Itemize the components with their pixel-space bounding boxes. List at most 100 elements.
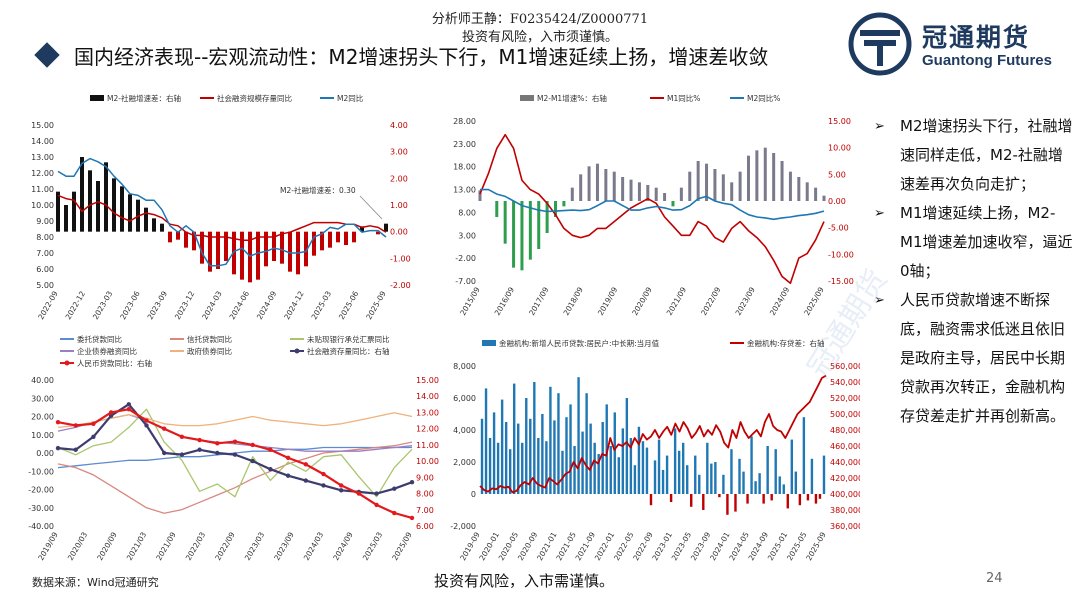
legend-household-loan-swatch [482, 340, 496, 346]
x-tick-label: 2025-06 [337, 289, 361, 321]
component-line [57, 441, 413, 514]
loan-bar [750, 436, 753, 494]
annotation-leader [359, 195, 383, 220]
chart-deposit-loan: -2,000 0 2,000 4,000 6,000 8,000 360,000 380,00… [450, 338, 860, 562]
loan-bar [545, 441, 548, 494]
gap-bar [208, 231, 212, 272]
loan-bar [484, 388, 488, 494]
loan-bar [661, 470, 665, 494]
spread-bar [554, 201, 558, 217]
arrow-bullet-icon: ➢ [874, 119, 885, 134]
loan-bar [694, 455, 697, 494]
loan-bar [673, 428, 677, 494]
bullet-item: ➢ M2增速拐头下行，社融增速同样走低，M2-社融增速差再次负向走扩； [874, 112, 1074, 199]
logo-text-en: Guantong Futures [922, 52, 1052, 69]
line-marker [232, 452, 238, 457]
x-tick-label: 2022-12 [64, 289, 88, 321]
y-right-tick-label: -2.00 [390, 281, 411, 290]
y-left-tick-label: 6,000 [453, 394, 476, 403]
y-left-tick-label: 3.00 [458, 231, 476, 240]
loan-bar [625, 398, 629, 494]
bullet-text: M1增速延续上扬，M2-M1增速差加速收窄，逼近0轴； [900, 204, 1073, 280]
y-left-tick-label: 7.00 [36, 249, 54, 258]
x-tick-label: 2024-03 [200, 289, 224, 321]
loan-bar [629, 438, 633, 494]
y-left-tick-label: -20.00 [28, 486, 54, 495]
y-left-tick-label: 40.00 [31, 376, 54, 385]
y-right-tick-label: 520,000 [830, 394, 860, 403]
y-right-tick-label: 480,000 [830, 426, 860, 435]
line-marker [268, 447, 273, 452]
spread-bar [788, 171, 792, 201]
title-row: 国内经济表现--宏观流动性：M2增速拐头下行，M1增速延续上扬，增速差收敛 [30, 40, 768, 70]
loan-bar [722, 474, 725, 494]
y-left-tick-label: 30.00 [31, 394, 54, 403]
x-tick-label: 2022/09 [699, 285, 722, 317]
x-tick-label: 2025/03 [361, 530, 384, 562]
y-right-tick-label: -15.00 [828, 277, 854, 286]
loan-bar [653, 460, 657, 494]
legend-gap: M2-社融增速差：右轴 [107, 93, 181, 103]
spread-bar [629, 179, 633, 201]
x-tick-label: 2023-03 [91, 289, 115, 321]
y-left-tick-label: 0.00 [36, 449, 54, 458]
header-risk-note: 投资有风险，入市须谨慎。 [461, 30, 618, 45]
gap-bar [152, 218, 156, 232]
gap-bar [72, 191, 76, 232]
line-marker [409, 515, 415, 521]
loan-bar [718, 494, 721, 498]
y-left-tick-label: 11.00 [31, 185, 54, 194]
loan-bar [794, 471, 798, 494]
y-right-tick-label: 0.00 [828, 197, 846, 206]
loan-bar [601, 422, 604, 494]
legend-m2-m1-swatch [520, 95, 534, 101]
line-marker [179, 452, 185, 457]
data-source: 数据来源：Wind冠通研究 [32, 576, 159, 589]
x-tick-label: 2024-12 [282, 289, 306, 321]
loan-bar [557, 393, 560, 494]
gap-bar [376, 231, 380, 235]
x-tick-label: 2021/03 [125, 530, 148, 562]
line-marker [144, 418, 149, 423]
line-marker [126, 407, 131, 412]
loan-bar [500, 399, 504, 494]
line-marker [356, 491, 362, 496]
loan-bar [589, 423, 592, 494]
loan-bar [637, 426, 641, 494]
spread-bar [478, 190, 482, 201]
bullet-text: M2增速拐头下行，社融增速同样走低，M2-社融增速差再次负向走扩； [900, 117, 1073, 193]
line-marker [197, 437, 202, 443]
y-right-tick-label: 12.00 [416, 425, 439, 434]
line-marker [215, 450, 220, 456]
gap-bar [360, 226, 364, 232]
loan-bar [645, 447, 649, 494]
gap-bar [344, 231, 348, 245]
spread-bar [688, 171, 692, 201]
loan-bar [573, 446, 576, 494]
gap-bar [120, 186, 124, 232]
y-left-tick-label: 8.00 [36, 233, 54, 242]
m2-line [57, 157, 387, 267]
y-left-tick-label: 14.00 [31, 137, 54, 146]
y-left-tick-label: -7.00 [455, 277, 476, 286]
spread-bar [637, 182, 641, 201]
m1-line [479, 133, 825, 285]
footer-disclaimer: 投资有风险，入市需谨慎。 [434, 572, 615, 590]
loan-bar [657, 439, 661, 494]
loan-bar [681, 442, 685, 494]
loan-bar [480, 418, 484, 494]
spread-bar [713, 169, 717, 201]
y-right-tick-label: 10.00 [416, 457, 439, 466]
loan-bar [585, 393, 588, 494]
y-right-tick-label: 8.00 [416, 490, 434, 499]
y-left-tick-label: 5.00 [36, 281, 54, 290]
line-marker [285, 455, 291, 461]
loan-bar [698, 474, 701, 494]
loan-bar [710, 463, 713, 494]
loan-bar [814, 494, 818, 504]
y-left-tick-label: 13.00 [453, 186, 476, 195]
line-marker [339, 488, 344, 493]
y-right-tick-label: 0.00 [390, 228, 408, 237]
y-right-tick-label: 13.00 [416, 408, 439, 417]
y-left-tick-label: 0 [471, 490, 476, 499]
